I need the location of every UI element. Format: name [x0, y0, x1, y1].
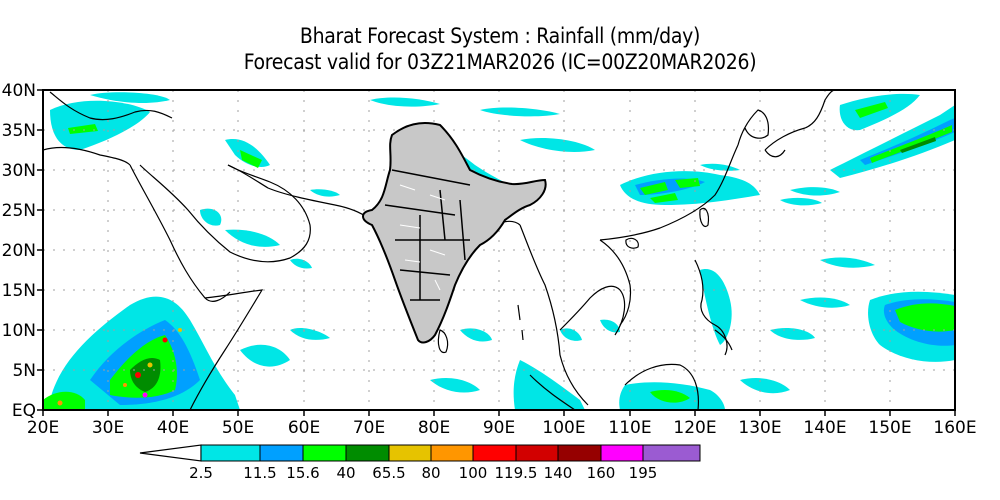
chart-title: Bharat Forecast System : Rainfall (mm/da…: [299, 24, 701, 48]
chart-subtitle: Forecast valid for 03Z21MAR2026 (IC=00Z2…: [243, 50, 757, 74]
x-tick-label: 60E: [288, 418, 320, 438]
colorbar-label: 195: [629, 464, 658, 482]
x-tick-label: 30E: [92, 418, 124, 438]
tick-marks: [37, 89, 956, 416]
x-tick-label: 160E: [933, 418, 976, 438]
colorbar-label: 11.5: [243, 464, 276, 482]
x-tick-label: 80E: [418, 418, 450, 438]
y-tick-label: 5N: [12, 361, 36, 381]
y-tick-label: 10N: [2, 321, 36, 341]
x-tick-label: 70E: [353, 418, 385, 438]
x-tick-label: 140E: [803, 418, 846, 438]
y-tick-label: EQ: [12, 401, 36, 421]
y-axis-labels: 40N 35N 30N 25N 20N 15N 10N 5N EQ: [2, 81, 36, 421]
colorbar-label: 140: [544, 464, 573, 482]
colorbar-label: 119.5: [495, 464, 538, 482]
y-tick-label: 30N: [2, 161, 36, 181]
colorbar-label: 15.6: [286, 464, 319, 482]
colorbar-label: 40: [336, 464, 355, 482]
colorbar-label: 160: [587, 464, 616, 482]
x-tick-label: 110E: [608, 418, 651, 438]
x-tick-label: 150E: [868, 418, 911, 438]
colorbar-label: 65.5: [372, 464, 405, 482]
x-tick-label: 50E: [222, 418, 254, 438]
x-tick-label: 120E: [673, 418, 716, 438]
x-tick-label: 100E: [542, 418, 585, 438]
x-tick-label: 130E: [738, 418, 781, 438]
x-tick-label: 40E: [157, 418, 189, 438]
y-tick-label: 35N: [2, 121, 36, 141]
x-tick-label: 20E: [27, 418, 59, 438]
x-tick-label: 90E: [483, 418, 515, 438]
colorbar-label: 100: [459, 464, 488, 482]
colorbar-label: 2.5: [189, 464, 213, 482]
india-boundaries: [362, 122, 547, 344]
y-tick-label: 25N: [2, 201, 36, 221]
colorbar-label: 80: [421, 464, 440, 482]
y-tick-label: 15N: [2, 281, 36, 301]
y-tick-label: 20N: [2, 241, 36, 261]
y-tick-label: 40N: [2, 81, 36, 101]
x-axis-labels: 20E 30E 40E 50E 60E 70E 80E 90E 100E 110…: [27, 418, 977, 438]
